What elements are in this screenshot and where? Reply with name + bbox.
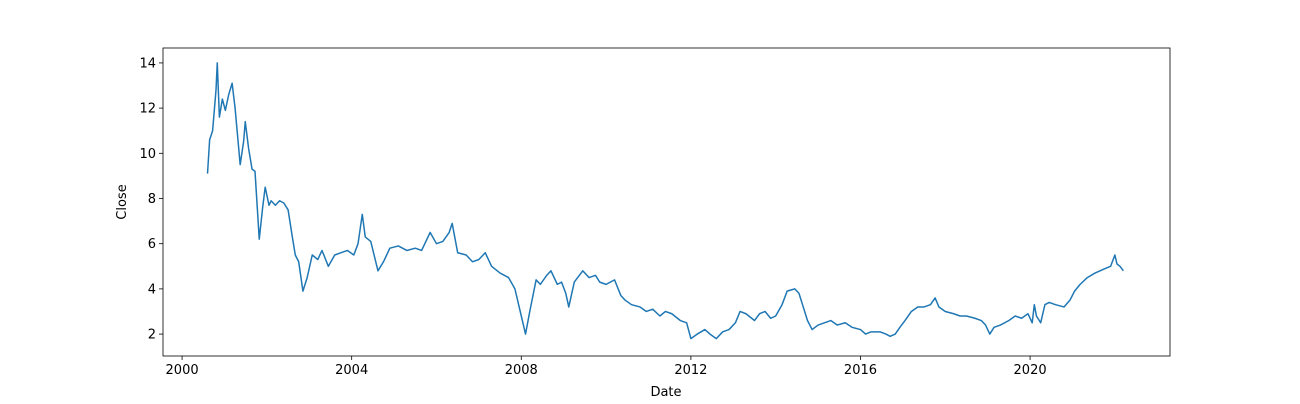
y-tick-label: 8 xyxy=(148,192,156,207)
y-tick-label: 6 xyxy=(148,237,156,252)
x-tick-label: 2004 xyxy=(335,363,368,378)
x-tick-label: 2020 xyxy=(1014,363,1047,378)
y-tick-label: 10 xyxy=(139,147,156,162)
x-tick-label: 2000 xyxy=(166,363,199,378)
y-tick-label: 12 xyxy=(139,102,156,117)
y-tick-label: 14 xyxy=(139,56,156,71)
x-tick-label: 2008 xyxy=(505,363,538,378)
x-tick-label: 2012 xyxy=(674,363,707,378)
y-axis-label: Close xyxy=(115,184,130,219)
x-tick-label: 2016 xyxy=(844,363,877,378)
line xyxy=(206,62,1124,340)
plot-frame xyxy=(162,47,1171,357)
y-tick-label: 2 xyxy=(148,328,156,343)
y-tick-label: 4 xyxy=(148,282,156,297)
x-axis-label: Date xyxy=(650,385,681,400)
